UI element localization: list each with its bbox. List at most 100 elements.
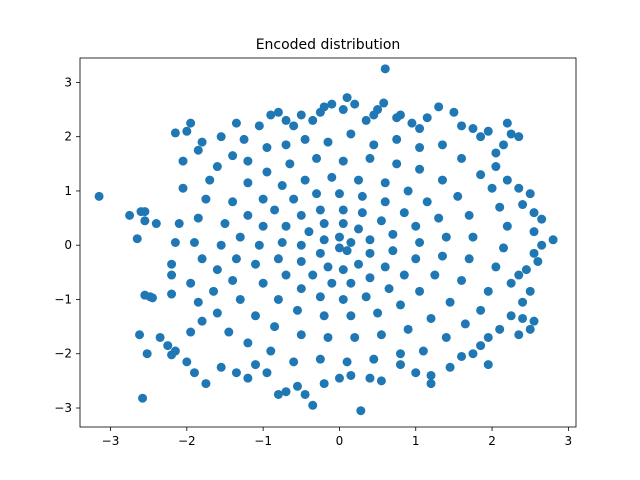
scatter-point: [231, 368, 241, 378]
scatter-point: [350, 332, 360, 342]
scatter-point: [258, 278, 268, 288]
scatter-point: [506, 278, 516, 288]
scatter-point: [380, 64, 390, 74]
scatter-point: [140, 207, 150, 217]
scatter-point: [231, 118, 241, 128]
scatter-point: [529, 248, 539, 258]
scatter-point: [376, 216, 386, 226]
scatter-point: [281, 115, 291, 125]
scatter-point: [147, 293, 157, 303]
scatter-point: [334, 373, 344, 383]
scatter-point: [170, 346, 180, 356]
scatter-point: [170, 238, 180, 247]
scatter-point: [365, 153, 375, 163]
scatter-point: [525, 286, 535, 296]
scatter-point: [235, 232, 245, 242]
scatter-point: [323, 332, 333, 342]
scatter-point: [334, 189, 344, 199]
scatter-point: [346, 129, 356, 139]
scatter-point: [135, 330, 145, 340]
scatter-point: [514, 270, 524, 280]
scatter-point: [342, 357, 352, 367]
scatter-point: [216, 362, 226, 372]
scatter-point: [392, 134, 402, 144]
scatter-point: [426, 379, 436, 389]
scatter-point: [258, 194, 268, 204]
scatter-point: [308, 400, 318, 410]
scatter-point: [319, 379, 329, 389]
scatter-point: [525, 324, 535, 334]
y-tick-label: 2: [64, 130, 72, 144]
scatter-point: [182, 357, 192, 367]
scatter-point: [457, 121, 467, 131]
scatter-point: [468, 349, 478, 359]
scatter-point: [296, 330, 306, 340]
scatter-point: [296, 240, 306, 250]
scatter-point: [186, 327, 196, 337]
scatter-point: [212, 308, 222, 318]
scatter-point: [483, 126, 493, 136]
scatter-point: [201, 379, 211, 389]
scatter-point: [251, 259, 261, 269]
scatter-point: [491, 148, 501, 158]
scatter-point: [354, 259, 364, 269]
scatter-point: [392, 159, 402, 169]
scatter-point: [186, 118, 196, 128]
scatter-point: [357, 191, 367, 201]
scatter-point: [376, 376, 386, 386]
scatter-point: [464, 210, 474, 220]
scatter-point: [483, 286, 493, 296]
scatter-point: [518, 313, 528, 323]
scatter-point: [155, 332, 165, 342]
scatter-point: [514, 330, 524, 340]
scatter-point: [228, 151, 238, 161]
scatter-point: [499, 140, 509, 150]
scatter-point: [365, 373, 375, 383]
scatter-point: [357, 208, 367, 218]
scatter-point: [315, 248, 325, 258]
scatter-point: [354, 175, 364, 185]
scatter-point: [449, 107, 459, 117]
scatter-point: [281, 270, 291, 280]
scatter-point: [338, 105, 348, 115]
scatter-point: [273, 107, 283, 117]
scatter-point: [388, 229, 398, 239]
scatter-point: [529, 316, 539, 326]
scatter-point: [506, 311, 516, 321]
y-tick-label: 3: [64, 75, 72, 89]
scatter-point: [491, 262, 501, 272]
scatter-point: [197, 137, 207, 147]
scatter-point: [151, 219, 161, 229]
y-tick-label: 1: [64, 184, 72, 198]
scatter-point: [518, 200, 528, 210]
scatter-point: [239, 134, 249, 144]
scatter-point: [495, 324, 505, 334]
scatter-point: [437, 175, 447, 185]
scatter-point: [266, 346, 276, 356]
scatter-point: [514, 132, 524, 142]
scatter-point: [379, 98, 389, 108]
scatter-point: [464, 254, 474, 264]
scatter-point: [292, 381, 302, 391]
scatter-point: [193, 297, 203, 307]
scatter-point: [415, 124, 425, 134]
scatter-point: [529, 227, 539, 237]
scatter-point: [323, 137, 333, 147]
scatter-point: [327, 278, 337, 288]
scatter-point: [163, 341, 173, 351]
scatter-point: [399, 270, 409, 280]
scatter-point: [315, 354, 325, 364]
scatter-point: [361, 115, 371, 125]
scatter-point: [388, 246, 398, 256]
scatter-point: [338, 205, 348, 215]
scatter-point: [525, 189, 535, 199]
scatter-point: [170, 128, 180, 138]
x-tick-label: −1: [254, 434, 272, 448]
scatter-point: [380, 178, 390, 188]
scatter-point: [411, 221, 421, 231]
scatter-point: [376, 330, 386, 340]
scatter-point: [395, 110, 405, 120]
scatter-point: [426, 370, 436, 380]
x-tick-label: 0: [336, 434, 344, 448]
